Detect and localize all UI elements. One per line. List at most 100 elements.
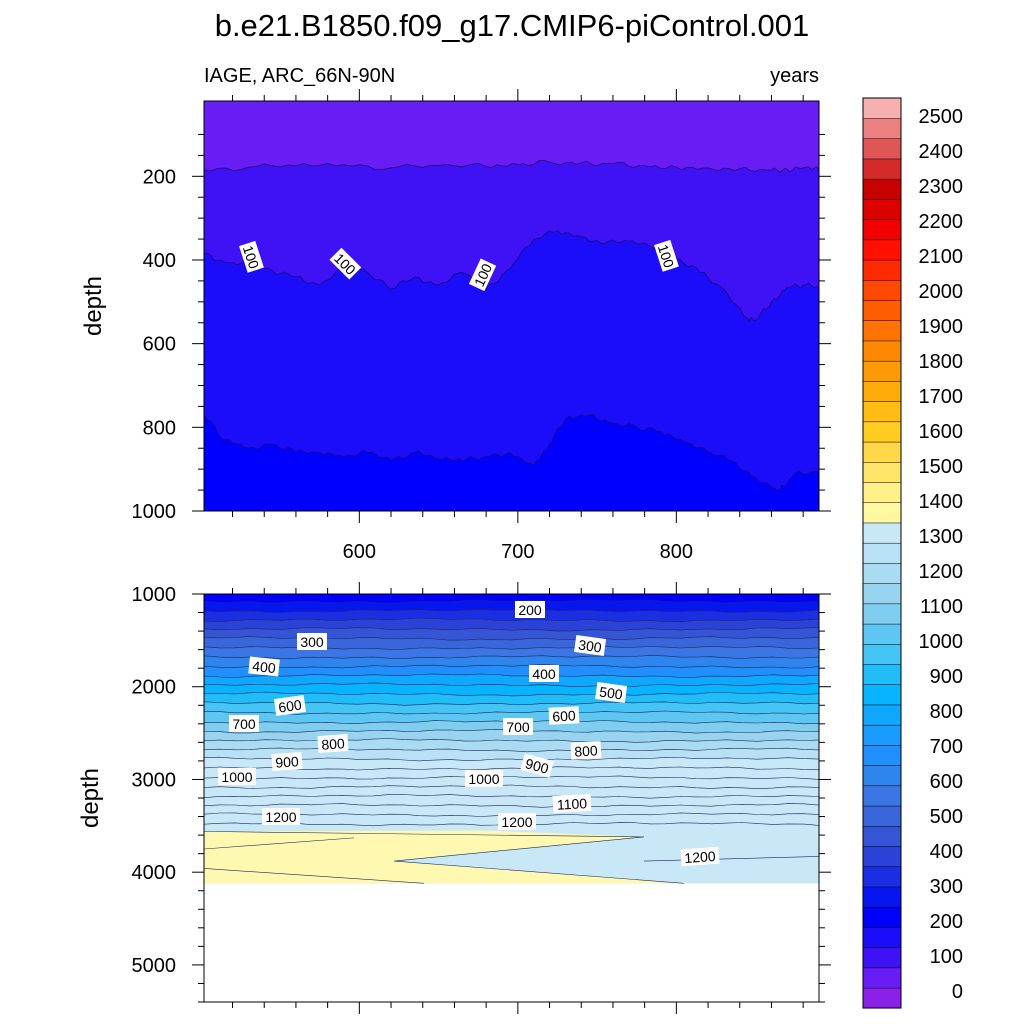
lower-contour-label: 900 xyxy=(275,753,300,771)
colorbar-swatch xyxy=(862,299,902,321)
colorbar-swatch xyxy=(862,947,902,969)
lower-contour-label: 1000 xyxy=(221,769,252,785)
colorbar-swatch xyxy=(862,158,902,180)
lower-contour-label-bg xyxy=(262,808,300,825)
colorbar-swatch xyxy=(862,340,902,362)
colorbar-label: 1100 xyxy=(920,596,963,618)
colorbar-swatch xyxy=(862,663,902,685)
lower-contour-label: 800 xyxy=(574,742,598,759)
colorbar-label: 2100 xyxy=(919,246,964,268)
colorbar-swatch xyxy=(862,259,902,281)
colorbar-label: 1600 xyxy=(919,421,964,443)
colorbar-swatch xyxy=(862,562,902,584)
upper-contour-label-bg xyxy=(329,247,362,280)
lower-contour-label-bg xyxy=(570,741,602,760)
colorbar-swatch xyxy=(862,279,902,301)
colorbar-swatch xyxy=(862,967,902,989)
lower-contour-label-bg xyxy=(520,753,554,778)
lower-contour-line xyxy=(204,794,819,799)
upper-contour-line xyxy=(204,414,819,491)
colorbar-label: 1700 xyxy=(919,386,964,408)
lower-contour-line xyxy=(204,831,685,884)
lower-contour-label-bg xyxy=(465,770,503,787)
colorbar-swatch xyxy=(862,178,902,200)
upper-y-axis-label: depth xyxy=(80,276,107,336)
upper-y-tick-label: 400 xyxy=(143,250,176,272)
colorbar-label: 2000 xyxy=(919,281,964,303)
lower-contour-label: 600 xyxy=(552,707,576,724)
lower-contour-label-bg xyxy=(529,665,559,682)
colorbar-label: 400 xyxy=(930,841,963,863)
colorbar-swatch xyxy=(862,805,902,827)
lower-contour-label: 800 xyxy=(321,735,346,753)
upper-y-tick-label: 200 xyxy=(143,166,176,188)
colorbar-swatch xyxy=(862,906,902,928)
lower-contour-line xyxy=(204,608,819,613)
colorbar-label: 800 xyxy=(930,701,963,723)
lower-contour-label: 300 xyxy=(577,636,603,655)
colorbar-swatch xyxy=(862,704,902,726)
colorbar-swatch xyxy=(862,421,902,443)
lower-contour-label-bg xyxy=(548,706,580,725)
colorbar-swatch xyxy=(862,886,902,908)
colorbar-swatch xyxy=(862,239,902,261)
lower-contour-label: 600 xyxy=(277,696,303,715)
colorbar-swatch xyxy=(862,481,902,503)
colorbar-swatch xyxy=(862,785,902,807)
lower-contour-label-bg xyxy=(680,846,720,867)
colorbar-swatch xyxy=(862,320,902,342)
lower-contour-label-bg xyxy=(271,751,303,772)
colorbar-label: 2400 xyxy=(919,141,964,163)
colorbar-label: 1800 xyxy=(919,351,964,373)
lower-contour-label-bg xyxy=(503,718,533,735)
lower-contour-label: 300 xyxy=(300,634,324,650)
colorbar-label: 100 xyxy=(930,946,963,968)
lower-contour-label: 700 xyxy=(506,719,530,735)
lower-contour-line xyxy=(204,738,819,743)
colorbar-label: 0 xyxy=(952,981,963,1003)
lower-contour-line xyxy=(204,710,819,715)
colorbar-swatch xyxy=(862,219,902,241)
lower-contour-line xyxy=(204,673,819,678)
lower-contour-line xyxy=(204,627,819,632)
colorbar-label: 2300 xyxy=(919,176,964,198)
lower-contour-label-bg xyxy=(552,794,592,813)
colorbar-swatch xyxy=(862,583,902,605)
colorbar-swatch xyxy=(862,360,902,382)
colorbar-label: 1900 xyxy=(919,316,964,338)
lower-y-tick-label: 4000 xyxy=(132,862,177,884)
lower-contour-label: 400 xyxy=(532,666,556,682)
colorbar-label: 200 xyxy=(930,911,963,933)
lower-contour-label: 1200 xyxy=(684,848,716,866)
lower-y-axis-label: depth xyxy=(77,768,104,828)
colorbar-swatch xyxy=(862,845,902,867)
lower-contour-label-bg xyxy=(229,715,259,732)
colorbar-label: 2500 xyxy=(919,106,964,128)
lower-yellow-region xyxy=(204,830,684,884)
upper-contour-line xyxy=(204,230,819,323)
upper-y-tick-label: 600 xyxy=(143,334,176,356)
colorbar-swatch xyxy=(862,117,902,139)
units-label: years xyxy=(770,65,819,87)
lower-contour-label-bg xyxy=(273,694,306,717)
colorbar-label: 300 xyxy=(930,876,963,898)
colorbar-swatch xyxy=(862,765,902,787)
lower-contour-line xyxy=(204,599,819,604)
lower-contour-line xyxy=(204,775,819,780)
lower-contour-label-bg xyxy=(574,634,607,657)
colorbar-swatch xyxy=(862,987,902,1009)
colorbar-swatch xyxy=(862,502,902,524)
left-subtitle: IAGE, ARC_66N-90N xyxy=(204,65,395,87)
colorbar-swatch xyxy=(862,926,902,948)
lower-contour-line xyxy=(204,617,819,623)
colorbar-swatch xyxy=(862,441,902,463)
upper-contour-label: 100 xyxy=(240,243,263,270)
colorbar-swatch xyxy=(862,97,902,119)
colorbar-swatch xyxy=(862,522,902,544)
colorbar-label: 500 xyxy=(930,806,963,828)
lower-yellow-wedge xyxy=(204,831,354,849)
colorbar-swatch xyxy=(862,684,902,706)
lower-contour-label: 500 xyxy=(598,683,624,702)
lower-contour-label: 1000 xyxy=(468,771,499,787)
colorbar-label: 1200 xyxy=(919,561,964,583)
